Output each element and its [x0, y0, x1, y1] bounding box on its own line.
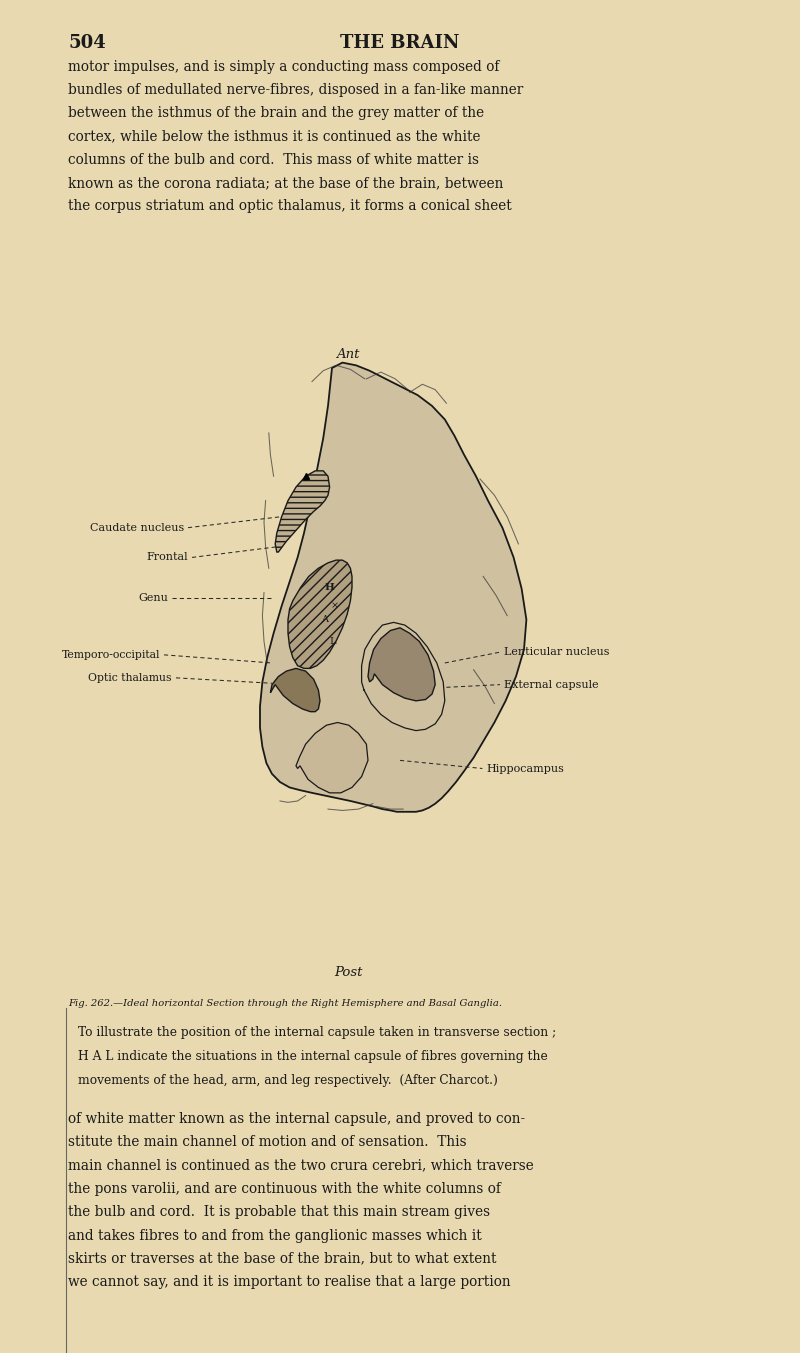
- Polygon shape: [270, 668, 320, 712]
- Text: A: A: [322, 616, 328, 624]
- Text: External capsule: External capsule: [504, 679, 598, 690]
- Text: L: L: [330, 637, 336, 645]
- Text: main channel is continued as the two crura cerebri, which traverse: main channel is continued as the two cru…: [68, 1158, 534, 1173]
- Text: Post: Post: [334, 966, 362, 980]
- Text: skirts or traverses at the base of the brain, but to what extent: skirts or traverses at the base of the b…: [68, 1252, 497, 1266]
- Text: THE BRAIN: THE BRAIN: [340, 34, 460, 51]
- Text: Temporo-occipital: Temporo-occipital: [62, 649, 160, 660]
- Text: of white matter known as the internal capsule, and proved to con-: of white matter known as the internal ca…: [68, 1112, 525, 1126]
- Text: Optic thalamus: Optic thalamus: [89, 672, 172, 683]
- Text: stitute the main channel of motion and of sensation.  This: stitute the main channel of motion and o…: [68, 1135, 466, 1150]
- Text: H A L indicate the situations in the internal capsule of fibres governing the: H A L indicate the situations in the int…: [78, 1050, 548, 1063]
- Text: movements of the head, arm, and leg respectively.  (After Charcot.): movements of the head, arm, and leg resp…: [78, 1074, 498, 1088]
- Text: the pons varolii, and are continuous with the white columns of: the pons varolii, and are continuous wit…: [68, 1183, 501, 1196]
- Polygon shape: [260, 363, 526, 812]
- Text: bundles of medullated nerve-fibres, disposed in a fan-like manner: bundles of medullated nerve-fibres, disp…: [68, 83, 523, 97]
- Text: cortex, while below the isthmus it is continued as the white: cortex, while below the isthmus it is co…: [68, 130, 481, 143]
- Polygon shape: [288, 560, 352, 668]
- Text: known as the corona radiata; at the base of the brain, between: known as the corona radiata; at the base…: [68, 176, 503, 189]
- Text: columns of the bulb and cord.  This mass of white matter is: columns of the bulb and cord. This mass …: [68, 153, 479, 166]
- Polygon shape: [296, 723, 368, 793]
- Text: Ant: Ant: [336, 348, 360, 361]
- Text: we cannot say, and it is important to realise that a large portion: we cannot say, and it is important to re…: [68, 1275, 510, 1289]
- Text: the corpus striatum and optic thalamus, it forms a conical sheet: the corpus striatum and optic thalamus, …: [68, 199, 512, 214]
- Text: To illustrate the position of the internal capsule taken in transverse section ;: To illustrate the position of the intern…: [78, 1026, 557, 1039]
- Text: Frontal: Frontal: [146, 552, 188, 563]
- Text: Fig. 262.—Ideal horizontal Section through the Right Hemisphere and Basal Gangli: Fig. 262.—Ideal horizontal Section throu…: [68, 999, 502, 1008]
- Text: Genu: Genu: [138, 593, 168, 603]
- Text: 504: 504: [68, 34, 106, 51]
- Text: Hippocampus: Hippocampus: [486, 763, 564, 774]
- Text: the bulb and cord.  It is probable that this main stream gives: the bulb and cord. It is probable that t…: [68, 1206, 490, 1219]
- Text: Lenticular nucleus: Lenticular nucleus: [504, 647, 610, 658]
- Text: between the isthmus of the brain and the grey matter of the: between the isthmus of the brain and the…: [68, 106, 484, 120]
- Text: and takes fibres to and from the ganglionic masses which it: and takes fibres to and from the ganglio…: [68, 1229, 482, 1242]
- Polygon shape: [368, 628, 435, 701]
- Text: ×: ×: [330, 602, 338, 610]
- Text: Caudate nucleus: Caudate nucleus: [90, 522, 184, 533]
- Text: H: H: [325, 583, 334, 591]
- Polygon shape: [275, 471, 330, 552]
- Text: motor impulses, and is simply a conducting mass composed of: motor impulses, and is simply a conducti…: [68, 60, 499, 73]
